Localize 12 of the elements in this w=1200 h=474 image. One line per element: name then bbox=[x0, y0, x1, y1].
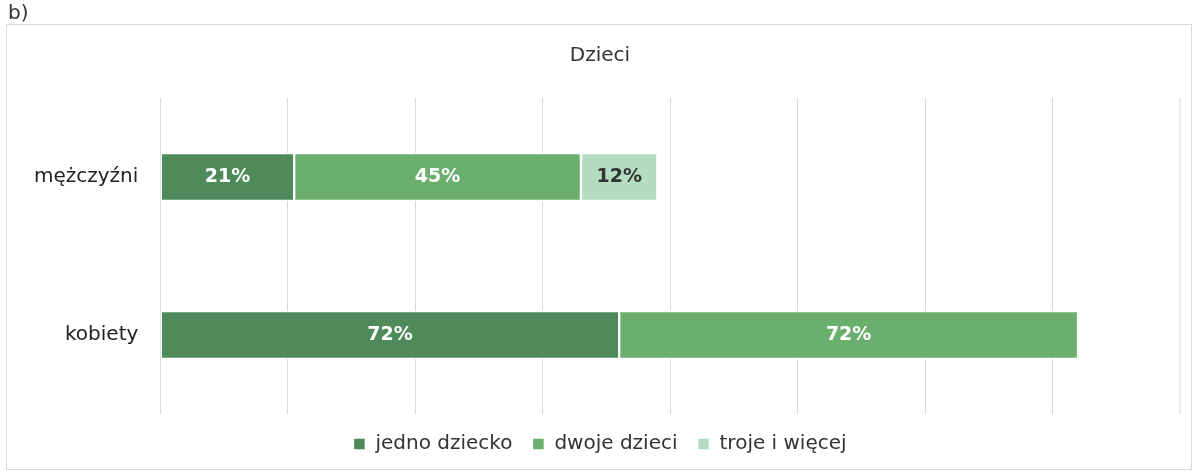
data-label: 21% bbox=[204, 163, 251, 186]
chart-title: Dzieci bbox=[569, 42, 631, 67]
legend-label: dwoje dzieci bbox=[554, 430, 678, 455]
y-tick-label: mężczyźni bbox=[33, 163, 139, 188]
legend-label: troje i więcej bbox=[719, 430, 847, 455]
data-label: 72% bbox=[367, 321, 413, 344]
y-tick-label: kobiety bbox=[65, 321, 139, 346]
legend-label: jedno dziecko bbox=[374, 430, 513, 455]
data-label: 12% bbox=[596, 163, 642, 186]
text: b) bbox=[8, 0, 29, 24]
data-label: 45% bbox=[414, 163, 461, 186]
data-label: 72% bbox=[825, 321, 872, 344]
